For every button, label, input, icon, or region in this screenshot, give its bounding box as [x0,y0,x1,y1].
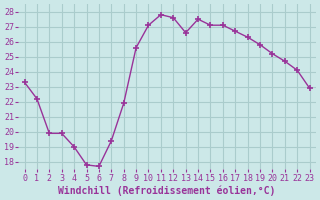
X-axis label: Windchill (Refroidissement éolien,°C): Windchill (Refroidissement éolien,°C) [58,185,276,196]
